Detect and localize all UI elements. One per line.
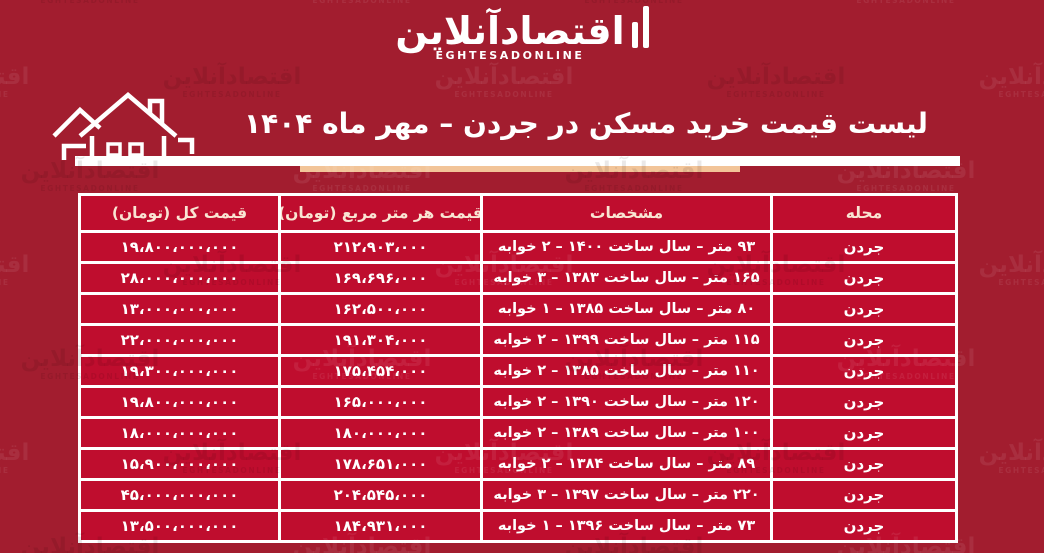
row-4-specs: ۱۱۵ متر – سال ساخت ۱۳۹۹ – ۲ خوابه [483, 326, 770, 354]
row-3-total_price: ۱۳،۰۰۰،۰۰۰،۰۰۰ [81, 295, 278, 323]
row-7-specs: ۱۰۰ متر – سال ساخت ۱۳۸۹ – ۲ خوابه [483, 419, 770, 447]
row-10-neighborhood: جردن [773, 512, 955, 540]
logo-bar-tall [642, 6, 649, 48]
row-8-specs: ۸۹ متر – سال ساخت ۱۳۸۴ – ۲ خوابه [483, 450, 770, 478]
row-6-total_price: ۱۹،۸۰۰،۰۰۰،۰۰۰ [81, 388, 278, 416]
watermark-persian: اقتصادآنلاین [978, 440, 1044, 466]
row-6-price_per_m2: ۱۶۵،۰۰۰،۰۰۰ [281, 388, 480, 416]
row-7-neighborhood: جردن [773, 419, 955, 447]
watermark-latin: EGHTESADONLINE [312, 184, 412, 193]
row-2-total_price: ۲۸،۰۰۰،۰۰۰،۰۰۰ [81, 264, 278, 292]
logo-text-column: اقتصادآنلاین EGHTESADONLINE [395, 9, 625, 62]
watermark-latin: EGHTESADONLINE [726, 90, 826, 99]
title-underline-peach [300, 166, 740, 172]
column-header-price_per_m2: قیمت هر متر مربع (تومان) [281, 196, 480, 230]
row-6-neighborhood: جردن [773, 388, 955, 416]
column-header-neighborhood: محله [773, 196, 955, 230]
logo-latin-wordmark: EGHTESADONLINE [435, 49, 585, 62]
row-9-specs: ۲۲۰ متر – سال ساخت ۱۳۹۷ – ۳ خوابه [483, 481, 770, 509]
logo-bar-short [631, 22, 638, 48]
house-icon [52, 92, 195, 163]
watermark-latin: EGHTESADONLINE [0, 278, 10, 287]
site-logo: اقتصادآنلاین EGHTESADONLINE [0, 6, 1044, 62]
row-3-specs: ۸۰ متر – سال ساخت ۱۳۸۵ – ۱ خوابه [483, 295, 770, 323]
row-10-specs: ۷۳ متر – سال ساخت ۱۳۹۶ – ۱ خوابه [483, 512, 770, 540]
row-1-specs: ۹۳ متر – سال ساخت ۱۴۰۰ – ۲ خوابه [483, 233, 770, 261]
row-8-neighborhood: جردن [773, 450, 955, 478]
row-9-price_per_m2: ۲۰۴،۵۴۵،۰۰۰ [281, 481, 480, 509]
row-1-neighborhood: جردن [773, 233, 955, 261]
row-5-total_price: ۱۹،۳۰۰،۰۰۰،۰۰۰ [81, 357, 278, 385]
row-3-price_per_m2: ۱۶۲،۵۰۰،۰۰۰ [281, 295, 480, 323]
watermark-persian: اقتصادآنلاین [0, 252, 30, 278]
row-10-total_price: ۱۳،۵۰۰،۰۰۰،۰۰۰ [81, 512, 278, 540]
row-1-total_price: ۱۹،۸۰۰،۰۰۰،۰۰۰ [81, 233, 278, 261]
column-header-total_price: قیمت کل (تومان) [81, 196, 278, 230]
watermark-persian: اقتصادآنلاین [0, 440, 30, 466]
watermark-persian: اقتصادآنلاین [978, 64, 1044, 90]
watermark-persian: اقتصادآنلاین [434, 64, 574, 90]
watermark-latin: EGHTESADONLINE [856, 184, 956, 193]
row-7-price_per_m2: ۱۸۰،۰۰۰،۰۰۰ [281, 419, 480, 447]
row-1-price_per_m2: ۲۱۲،۹۰۳،۰۰۰ [281, 233, 480, 261]
watermark-persian: اقتصادآنلاین [978, 252, 1044, 278]
watermark-latin: EGHTESADONLINE [856, 0, 956, 5]
row-2-neighborhood: جردن [773, 264, 955, 292]
watermark-latin: EGHTESADONLINE [40, 0, 140, 5]
page-title: لیست قیمت خرید مسکن در جردن – مهر ماه ۱۴… [244, 107, 928, 140]
watermark-latin: EGHTESADONLINE [998, 466, 1044, 475]
row-2-price_per_m2: ۱۶۹،۶۹۶،۰۰۰ [281, 264, 480, 292]
row-5-specs: ۱۱۰ متر – سال ساخت ۱۳۸۵ – ۲ خوابه [483, 357, 770, 385]
price-table: محله مشخصات قیمت هر متر مربع (تومان) قیمت ک… [78, 193, 958, 543]
row-5-price_per_m2: ۱۷۵،۴۵۴،۰۰۰ [281, 357, 480, 385]
logo-persian-wordmark: اقتصادآنلاین [395, 9, 625, 54]
column-header-specs: مشخصات [483, 196, 770, 230]
watermark-latin: EGHTESADONLINE [312, 0, 412, 5]
logo-lockup: اقتصادآنلاین EGHTESADONLINE [395, 6, 649, 62]
watermark-persian: اقتصادآنلاین [706, 64, 846, 90]
row-7-total_price: ۱۸،۰۰۰،۰۰۰،۰۰۰ [81, 419, 278, 447]
row-4-price_per_m2: ۱۹۱،۳۰۴،۰۰۰ [281, 326, 480, 354]
row-4-total_price: ۲۲،۰۰۰،۰۰۰،۰۰۰ [81, 326, 278, 354]
watermark-latin: EGHTESADONLINE [584, 184, 684, 193]
row-3-neighborhood: جردن [773, 295, 955, 323]
row-9-neighborhood: جردن [773, 481, 955, 509]
row-8-total_price: ۱۵،۹۰۰،۰۰۰،۰۰۰ [81, 450, 278, 478]
watermark-latin: EGHTESADONLINE [998, 90, 1044, 99]
watermark-latin: EGHTESADONLINE [40, 184, 140, 193]
watermark-latin: EGHTESADONLINE [998, 278, 1044, 287]
row-5-neighborhood: جردن [773, 357, 955, 385]
row-9-total_price: ۴۵،۰۰۰،۰۰۰،۰۰۰ [81, 481, 278, 509]
watermark-latin: EGHTESADONLINE [0, 466, 10, 475]
row-4-neighborhood: جردن [773, 326, 955, 354]
row-6-specs: ۱۲۰ متر – سال ساخت ۱۳۹۰ – ۲ خوابه [483, 388, 770, 416]
row-2-specs: ۱۶۵ متر – سال ساخت ۱۳۸۳ – ۳ خوابه [483, 264, 770, 292]
watermark-latin: EGHTESADONLINE [584, 0, 684, 5]
logo-bars-icon [631, 6, 649, 48]
watermark-latin: EGHTESADONLINE [454, 90, 554, 99]
title-underline-white [75, 156, 960, 166]
row-10-price_per_m2: ۱۸۴،۹۳۱،۰۰۰ [281, 512, 480, 540]
row-8-price_per_m2: ۱۷۸،۶۵۱،۰۰۰ [281, 450, 480, 478]
